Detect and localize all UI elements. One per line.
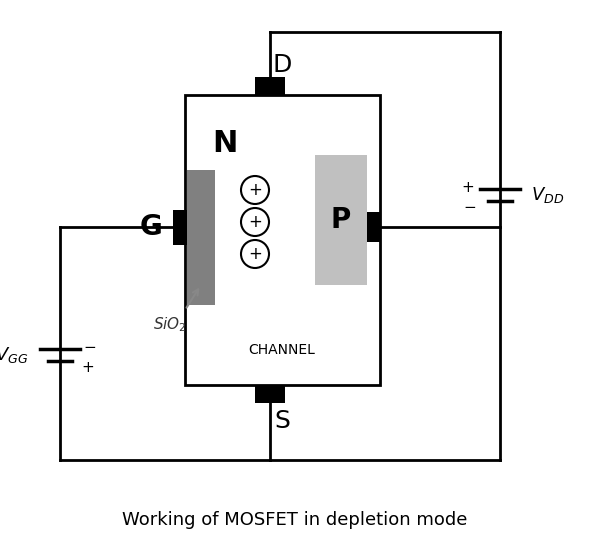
Bar xyxy=(315,155,367,285)
Text: +: + xyxy=(248,181,262,199)
Text: CHANNEL: CHANNEL xyxy=(248,343,316,357)
Text: G: G xyxy=(140,213,162,241)
Circle shape xyxy=(241,240,269,268)
Circle shape xyxy=(241,176,269,204)
Text: +: + xyxy=(248,245,262,263)
Text: Working of MOSFET in depletion mode: Working of MOSFET in depletion mode xyxy=(122,511,468,529)
Text: S: S xyxy=(274,409,290,433)
Text: −: − xyxy=(464,199,476,215)
Text: +: + xyxy=(461,179,474,195)
Text: $V_{GG}$: $V_{GG}$ xyxy=(0,345,29,365)
Text: D: D xyxy=(273,53,291,77)
Text: P: P xyxy=(331,206,351,234)
Bar xyxy=(187,170,215,305)
Text: $V_{DD}$: $V_{DD}$ xyxy=(532,185,565,205)
Bar xyxy=(173,210,187,245)
Bar xyxy=(255,77,285,95)
Text: $SiO_2$: $SiO_2$ xyxy=(153,315,187,334)
Text: +: + xyxy=(248,213,262,231)
Text: +: + xyxy=(81,359,94,375)
Bar xyxy=(185,95,380,385)
Text: −: − xyxy=(84,339,96,354)
Text: N: N xyxy=(212,128,238,158)
Bar xyxy=(367,212,381,242)
Circle shape xyxy=(241,208,269,236)
Bar xyxy=(255,385,285,403)
